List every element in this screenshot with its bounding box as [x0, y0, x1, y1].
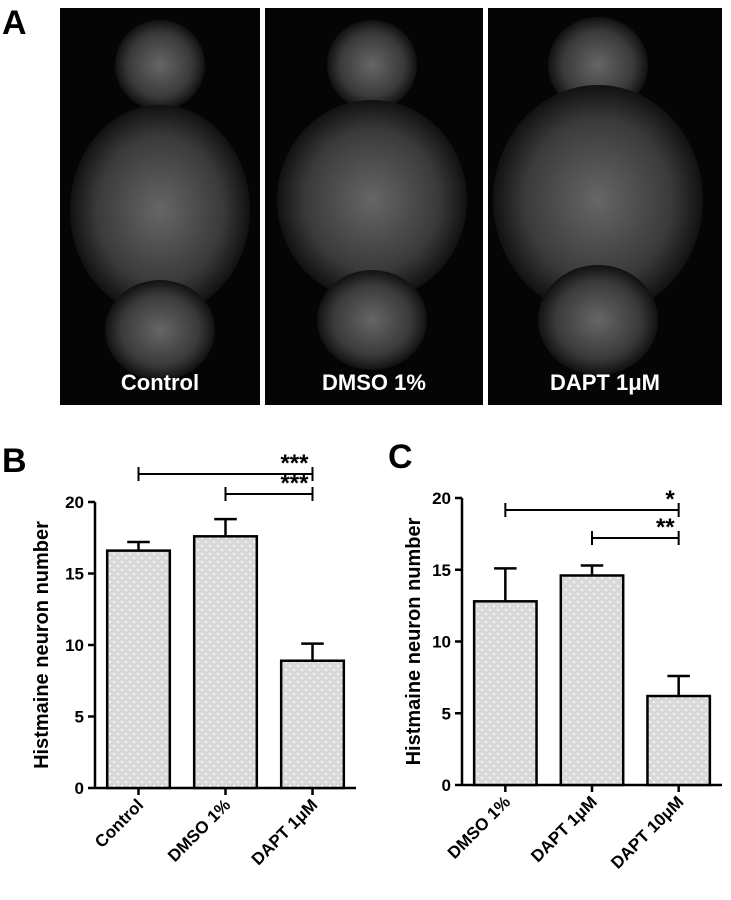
panel-label: B: [2, 442, 27, 480]
y-tick-label: 0: [75, 779, 84, 798]
x-tick-label: DAPT 10μM: [607, 792, 687, 872]
y-tick-label: 15: [65, 565, 84, 584]
panel-label: A: [2, 4, 27, 42]
y-tick-label: 5: [442, 704, 451, 723]
bar: [279, 659, 346, 790]
x-tick-label: DMSO 1%: [444, 792, 514, 862]
bar: [559, 574, 625, 787]
y-axis-title: Histmaine neuron number: [403, 517, 425, 765]
x-tick-label: DAPT 1μM: [527, 792, 601, 866]
bar: [192, 535, 259, 790]
y-tick-label: 10: [65, 636, 84, 655]
y-tick-label: 15: [432, 561, 451, 580]
x-tick-label: DMSO 1%: [164, 795, 234, 865]
bar: [472, 600, 538, 787]
image-caption: DMSO 1%: [322, 370, 426, 395]
image-caption: Control: [121, 370, 199, 395]
significance-label: **: [656, 514, 675, 541]
y-tick-label: 20: [65, 493, 84, 512]
y-tick-label: 10: [432, 633, 451, 652]
x-tick-label: DAPT 1μM: [248, 795, 322, 869]
image-panel: Control DMSO 1% DAPT 1μM: [60, 8, 722, 405]
panel-label: C: [388, 438, 413, 476]
image-caption: DAPT 1μM: [550, 370, 660, 395]
significance-label: ***: [280, 470, 309, 497]
x-tick-label: Control: [91, 795, 147, 851]
significance-label: *: [665, 486, 675, 513]
bar: [646, 694, 712, 787]
significance-label: ***: [280, 450, 309, 477]
bar: [105, 549, 172, 790]
y-tick-label: 20: [432, 489, 451, 508]
y-tick-label: 5: [75, 708, 84, 727]
y-tick-label: 0: [442, 776, 451, 795]
y-axis-title: Histmaine neuron number: [31, 521, 53, 769]
